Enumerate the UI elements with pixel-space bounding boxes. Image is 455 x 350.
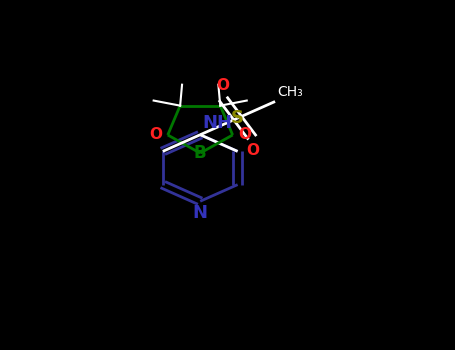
Text: S: S: [231, 109, 244, 127]
Text: B: B: [194, 144, 207, 162]
Text: N: N: [193, 204, 207, 222]
Text: CH₃: CH₃: [278, 85, 303, 99]
Text: O: O: [149, 127, 162, 142]
Text: O: O: [216, 78, 229, 93]
Text: O: O: [238, 127, 251, 142]
Text: NH: NH: [202, 114, 233, 132]
Text: O: O: [246, 143, 259, 158]
